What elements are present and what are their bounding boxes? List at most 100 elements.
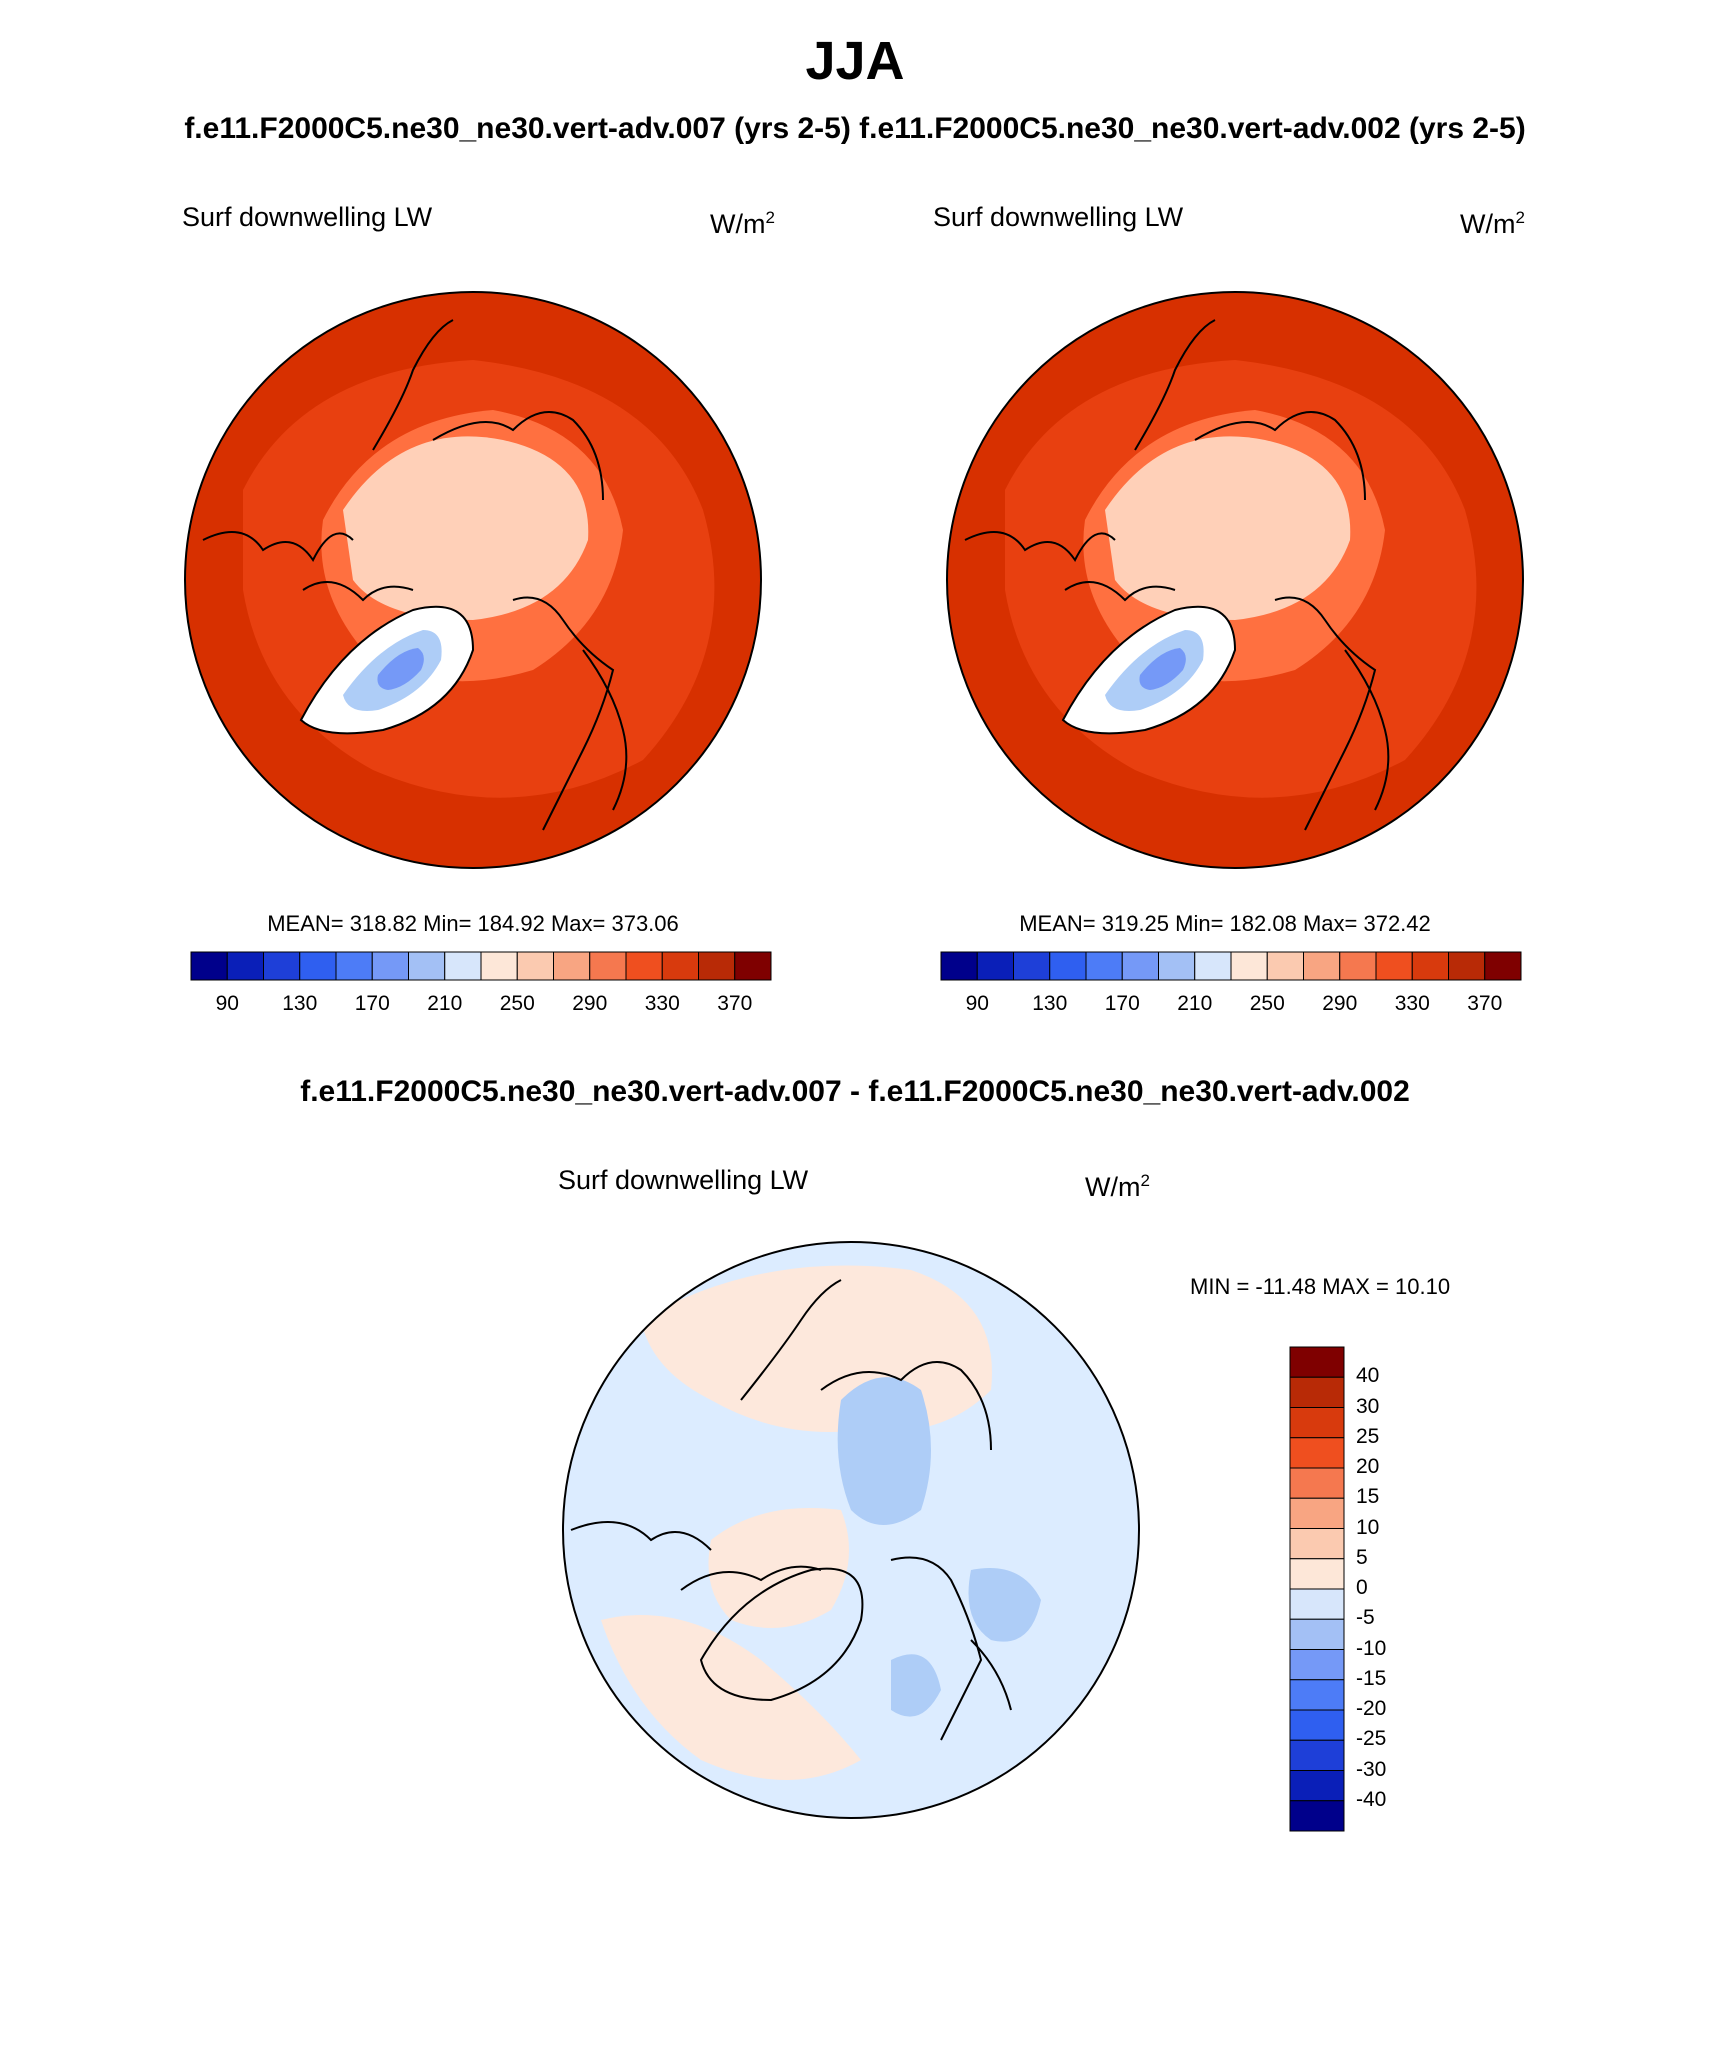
colorbar-tick-label: -30 bbox=[1356, 1757, 1387, 1781]
panel-2-coastline bbox=[964, 319, 1390, 831]
colorbar-box bbox=[1289, 1709, 1345, 1741]
colorbar-box bbox=[1289, 1346, 1345, 1378]
colorbar-box bbox=[625, 951, 663, 981]
difference-field-positive-b bbox=[708, 1508, 849, 1628]
colorbar-box bbox=[1289, 1649, 1345, 1681]
panel-2-map bbox=[946, 291, 1524, 869]
colorbar-box bbox=[480, 951, 518, 981]
colorbar-tick-label: -5 bbox=[1356, 1606, 1375, 1630]
colorbar-box bbox=[698, 951, 736, 981]
colorbar-tick-label: -10 bbox=[1356, 1636, 1387, 1660]
colorbar-box bbox=[1049, 951, 1087, 981]
difference-field-negative-b bbox=[968, 1568, 1041, 1642]
panel-2-stats: MEAN= 319.25 Min= 182.08 Max= 372.42 bbox=[1019, 911, 1431, 936]
colorbar-box bbox=[263, 951, 301, 981]
colorbar-box bbox=[1289, 1528, 1345, 1560]
colorbar-box bbox=[1121, 951, 1159, 981]
panel-1-label: Surf downwelling LW bbox=[182, 202, 433, 232]
colorbar-tick-label: 330 bbox=[1394, 992, 1430, 1015]
colorbar-box bbox=[299, 951, 337, 981]
colorbar-box bbox=[1085, 951, 1123, 981]
colorbar-tick-label: 290 bbox=[572, 992, 608, 1015]
colorbar-box bbox=[1289, 1588, 1345, 1620]
colorbar-box bbox=[1194, 951, 1232, 981]
colorbar-box bbox=[1448, 951, 1486, 981]
colorbar-box bbox=[734, 951, 772, 981]
colorbar-box bbox=[1289, 1407, 1345, 1439]
colorbar-box bbox=[1339, 951, 1377, 981]
colorbar-box bbox=[408, 951, 446, 981]
colorbar-tick-label: 170 bbox=[1104, 992, 1140, 1015]
colorbar-box bbox=[1289, 1376, 1345, 1408]
panel-1-coastline bbox=[202, 319, 628, 831]
colorbar-tick-label: 5 bbox=[1356, 1545, 1368, 1569]
colorbar-box bbox=[1289, 1800, 1345, 1832]
colorbar-tick-label: 40 bbox=[1356, 1364, 1380, 1388]
colorbar-tick-label: 250 bbox=[499, 992, 535, 1015]
panel-1-colorbar bbox=[190, 951, 772, 981]
panel-1-field-ice bbox=[343, 436, 589, 620]
colorbar-box bbox=[1289, 1558, 1345, 1590]
panel-2-field-greenland-core bbox=[1139, 648, 1186, 690]
colorbar-tick-label: 370 bbox=[1467, 992, 1503, 1015]
colorbar-box bbox=[516, 951, 554, 981]
difference-label: Surf downwelling LW bbox=[558, 1165, 809, 1195]
colorbar-box bbox=[1289, 1739, 1345, 1771]
colorbar-box bbox=[1375, 951, 1413, 981]
colorbar-tick-label: 290 bbox=[1322, 992, 1358, 1015]
colorbar-box bbox=[226, 951, 264, 981]
panel-2-colorbar bbox=[940, 951, 1522, 981]
difference-field-negative-c bbox=[891, 1654, 941, 1717]
colorbar-box bbox=[1303, 951, 1341, 981]
difference-map bbox=[562, 1241, 1140, 1819]
panel-1-field-greenland-core bbox=[377, 648, 424, 690]
panel-1-units: W/m2 bbox=[710, 208, 775, 239]
panel-2-units: W/m2 bbox=[1460, 208, 1525, 239]
colorbar-tick-label: 370 bbox=[717, 992, 753, 1015]
colorbar-box bbox=[661, 951, 699, 981]
page-title: JJA bbox=[805, 31, 905, 91]
colorbar-tick-label: 250 bbox=[1249, 992, 1285, 1015]
colorbar-box bbox=[1289, 1497, 1345, 1529]
colorbar-box bbox=[1266, 951, 1304, 981]
colorbar-box bbox=[1484, 951, 1522, 981]
colorbar-tick-label: 30 bbox=[1356, 1394, 1380, 1418]
colorbar-box bbox=[1411, 951, 1449, 981]
difference-stats: MIN = -11.48 MAX = 10.10 bbox=[1190, 1274, 1451, 1299]
difference-title: f.e11.F2000C5.ne30_ne30.vert-adv.007 - f… bbox=[300, 1075, 1410, 1108]
colorbar-box bbox=[1289, 1770, 1345, 1802]
case-subtitle: f.e11.F2000C5.ne30_ne30.vert-adv.007 (yr… bbox=[184, 112, 1526, 145]
colorbar-tick-label: -20 bbox=[1356, 1697, 1387, 1720]
colorbar-box bbox=[1013, 951, 1051, 981]
colorbar-tick-label: -15 bbox=[1356, 1666, 1387, 1690]
colorbar-box bbox=[940, 951, 978, 981]
panel-1-stats: MEAN= 318.82 Min= 184.92 Max= 373.06 bbox=[267, 911, 679, 936]
colorbar-box bbox=[1289, 1437, 1345, 1469]
colorbar-tick-label: 170 bbox=[354, 992, 390, 1015]
colorbar-box bbox=[976, 951, 1014, 981]
difference-field-positive-c bbox=[601, 1615, 861, 1780]
difference-colorbar bbox=[1289, 1346, 1345, 1832]
colorbar-tick-label: 210 bbox=[427, 992, 463, 1015]
colorbar-box bbox=[371, 951, 409, 981]
difference-field-negative-a bbox=[837, 1377, 931, 1525]
colorbar-tick-label: 90 bbox=[965, 992, 989, 1015]
colorbar-tick-label: 0 bbox=[1356, 1576, 1368, 1599]
panel-1-map bbox=[184, 291, 762, 869]
colorbar-box bbox=[1289, 1467, 1345, 1499]
colorbar-box bbox=[335, 951, 373, 981]
difference-units: W/m2 bbox=[1085, 1171, 1150, 1202]
panel-2-field-ice bbox=[1105, 436, 1351, 620]
colorbar-box bbox=[1158, 951, 1196, 981]
colorbar-box bbox=[1230, 951, 1268, 981]
colorbar-tick-label: -40 bbox=[1356, 1787, 1387, 1811]
panel-2-label: Surf downwelling LW bbox=[933, 202, 1184, 232]
colorbar-box bbox=[553, 951, 591, 981]
difference-coastline bbox=[570, 1279, 1012, 1741]
colorbar-box bbox=[1289, 1679, 1345, 1711]
colorbar-tick-label: 210 bbox=[1177, 992, 1213, 1015]
colorbar-tick-label: 10 bbox=[1356, 1515, 1380, 1539]
colorbar-tick-label: -25 bbox=[1356, 1727, 1387, 1751]
colorbar-box bbox=[589, 951, 627, 981]
colorbar-tick-label: 25 bbox=[1356, 1424, 1380, 1448]
